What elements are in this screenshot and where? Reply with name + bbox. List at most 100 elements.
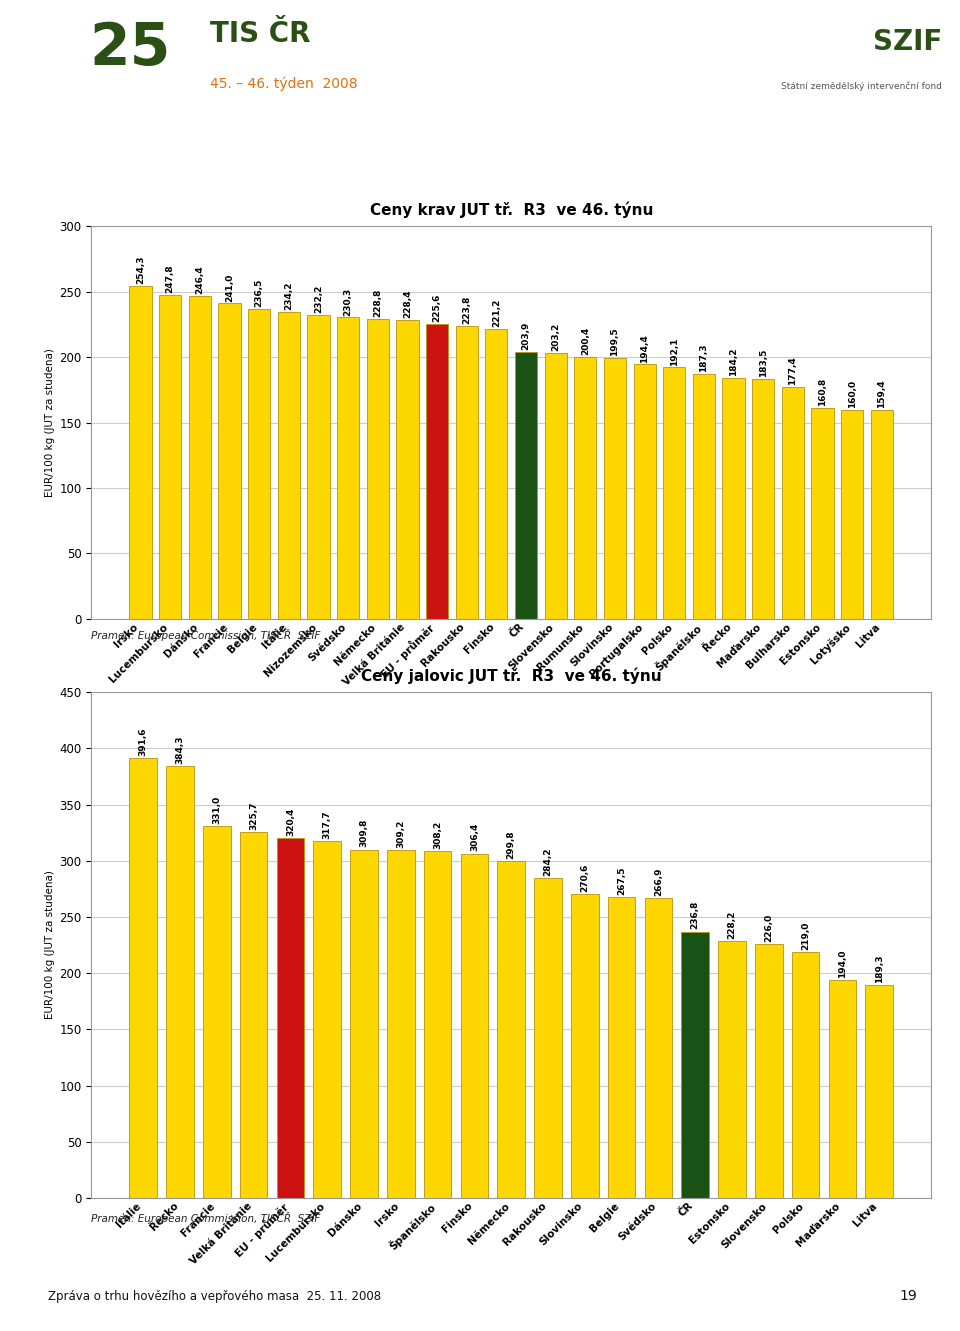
Text: SZIF: SZIF xyxy=(873,28,943,56)
Bar xyxy=(604,358,626,619)
Bar xyxy=(240,832,268,1198)
Text: 320,4: 320,4 xyxy=(286,807,295,836)
Text: 384,3: 384,3 xyxy=(176,735,184,764)
Bar xyxy=(841,410,863,619)
Bar xyxy=(456,326,478,619)
Text: 219,0: 219,0 xyxy=(801,921,810,949)
Bar xyxy=(497,861,525,1198)
Text: TIS ČR: TIS ČR xyxy=(209,20,310,48)
Bar xyxy=(130,286,152,619)
Bar xyxy=(792,952,820,1198)
Text: 230,3: 230,3 xyxy=(344,287,352,315)
Bar xyxy=(189,297,211,619)
Bar xyxy=(544,353,566,619)
Text: 177,4: 177,4 xyxy=(788,355,798,385)
Title: Ceny krav JUT tř.  R3  ve 46. týnu: Ceny krav JUT tř. R3 ve 46. týnu xyxy=(370,202,653,218)
Bar xyxy=(367,319,389,619)
Text: 247,8: 247,8 xyxy=(166,264,175,293)
Bar xyxy=(755,944,782,1198)
Bar xyxy=(723,378,745,619)
Bar xyxy=(130,757,157,1198)
Text: 184,2: 184,2 xyxy=(729,347,738,375)
Text: 187,3: 187,3 xyxy=(700,343,708,371)
Bar xyxy=(871,410,893,619)
Bar xyxy=(693,374,715,619)
Text: 309,8: 309,8 xyxy=(359,819,369,848)
Text: 45. – 46. týden  2008: 45. – 46. týden 2008 xyxy=(209,77,357,92)
Bar xyxy=(276,837,304,1198)
Bar xyxy=(811,409,833,619)
Text: Zpráva o trhu hovězího a vepřového masa  25. 11. 2008: Zpráva o trhu hovězího a vepřového masa … xyxy=(48,1290,381,1303)
Text: 299,8: 299,8 xyxy=(507,831,516,858)
Text: 241,0: 241,0 xyxy=(225,273,234,302)
Text: 203,2: 203,2 xyxy=(551,322,561,351)
Text: 309,2: 309,2 xyxy=(396,820,405,848)
Text: 228,8: 228,8 xyxy=(373,289,382,318)
Bar xyxy=(752,379,775,619)
Bar xyxy=(781,387,804,619)
Text: 246,4: 246,4 xyxy=(195,266,204,294)
Bar xyxy=(248,309,271,619)
Text: 194,0: 194,0 xyxy=(838,949,847,977)
Bar xyxy=(218,303,241,619)
Text: 234,2: 234,2 xyxy=(284,282,294,310)
Text: 325,7: 325,7 xyxy=(249,801,258,829)
Text: 194,4: 194,4 xyxy=(640,334,649,362)
Bar xyxy=(644,898,672,1198)
Text: 236,5: 236,5 xyxy=(254,280,264,307)
Text: 317,7: 317,7 xyxy=(323,811,332,839)
Text: 228,4: 228,4 xyxy=(403,290,412,318)
Bar xyxy=(159,294,181,619)
Text: 221,2: 221,2 xyxy=(492,299,501,327)
Text: REPREZENTATIVNÍ CENY KRAV A JALOVIC  V ZAHRANIČÍ  A  ČR   grafy: REPREZENTATIVNÍ CENY KRAV A JALOVIC V ZA… xyxy=(81,116,537,132)
Bar xyxy=(515,351,538,619)
Bar xyxy=(574,357,596,619)
Bar xyxy=(663,367,685,619)
Text: 254,3: 254,3 xyxy=(136,256,145,284)
Y-axis label: EUR/100 kg (JUT za studena): EUR/100 kg (JUT za studena) xyxy=(45,349,55,496)
Text: 203,9: 203,9 xyxy=(521,322,531,350)
Bar xyxy=(203,825,230,1198)
Bar xyxy=(166,765,194,1198)
Bar xyxy=(608,897,636,1198)
Bar xyxy=(277,313,300,619)
Text: 199,5: 199,5 xyxy=(611,327,619,355)
Bar xyxy=(350,849,378,1198)
Title: Ceny jalovic JUT tř.  R3  ve 46. týnu: Ceny jalovic JUT tř. R3 ve 46. týnu xyxy=(361,668,661,684)
Text: Pramen: European Commission, TISČŘ  SZIF: Pramen: European Commission, TISČŘ SZIF xyxy=(91,1211,321,1225)
Text: 159,4: 159,4 xyxy=(877,379,886,409)
Text: 232,2: 232,2 xyxy=(314,285,323,313)
Text: 236,8: 236,8 xyxy=(690,901,700,929)
Text: 160,8: 160,8 xyxy=(818,378,828,406)
Text: 192,1: 192,1 xyxy=(670,337,679,366)
Text: 25: 25 xyxy=(90,20,171,77)
Bar xyxy=(718,941,746,1198)
Bar xyxy=(682,932,709,1198)
Text: 270,6: 270,6 xyxy=(580,862,589,892)
Bar xyxy=(313,841,341,1198)
Bar xyxy=(485,329,508,619)
Bar xyxy=(307,315,329,619)
Text: 19: 19 xyxy=(900,1290,917,1303)
Text: 225,6: 225,6 xyxy=(433,293,442,322)
Text: 267,5: 267,5 xyxy=(617,866,626,894)
Bar xyxy=(387,851,415,1198)
Text: 284,2: 284,2 xyxy=(543,848,553,876)
Text: 226,0: 226,0 xyxy=(764,913,774,941)
Text: 391,6: 391,6 xyxy=(138,727,148,756)
Text: 160,0: 160,0 xyxy=(848,379,856,407)
Bar xyxy=(426,323,448,619)
Text: 331,0: 331,0 xyxy=(212,796,222,824)
Bar xyxy=(828,980,856,1198)
Bar xyxy=(865,985,893,1198)
Text: Státní zemědělský intervenční fond: Státní zemědělský intervenční fond xyxy=(781,81,943,91)
Bar xyxy=(571,893,599,1198)
Text: 189,3: 189,3 xyxy=(875,954,884,982)
Y-axis label: EUR/100 kg (JUT za studena): EUR/100 kg (JUT za studena) xyxy=(45,870,55,1020)
Bar xyxy=(396,319,419,619)
Bar xyxy=(423,852,451,1198)
Text: 183,5: 183,5 xyxy=(758,349,768,377)
Bar xyxy=(534,878,562,1198)
Bar xyxy=(337,318,359,619)
Text: 306,4: 306,4 xyxy=(469,823,479,852)
